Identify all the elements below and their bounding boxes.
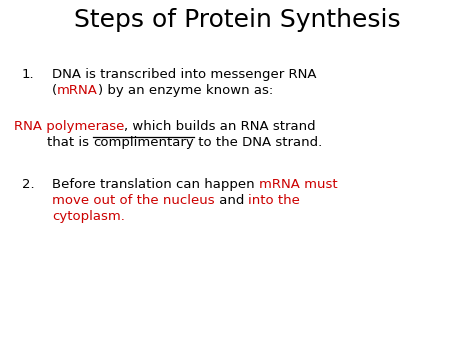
Text: complimentary: complimentary bbox=[93, 136, 194, 149]
Text: mRNA: mRNA bbox=[57, 84, 98, 97]
Text: that is: that is bbox=[47, 136, 93, 149]
Text: cytoplasm.: cytoplasm. bbox=[52, 210, 125, 223]
Text: mRNA must: mRNA must bbox=[259, 178, 337, 191]
Text: Steps of Protein Synthesis: Steps of Protein Synthesis bbox=[73, 8, 401, 32]
Text: ) by an enzyme known as:: ) by an enzyme known as: bbox=[98, 84, 273, 97]
Text: into the: into the bbox=[248, 194, 300, 207]
Text: RNA polymerase: RNA polymerase bbox=[14, 120, 124, 133]
Text: (: ( bbox=[52, 84, 57, 97]
Text: 1.: 1. bbox=[22, 68, 35, 81]
Text: to the DNA strand.: to the DNA strand. bbox=[194, 136, 322, 149]
Text: DNA is transcribed into messenger RNA: DNA is transcribed into messenger RNA bbox=[52, 68, 317, 81]
Text: Before translation can happen: Before translation can happen bbox=[52, 178, 259, 191]
Text: 2.: 2. bbox=[22, 178, 35, 191]
Text: and: and bbox=[215, 194, 248, 207]
Text: move out of the nucleus: move out of the nucleus bbox=[52, 194, 215, 207]
Text: , which builds an RNA strand: , which builds an RNA strand bbox=[124, 120, 316, 133]
